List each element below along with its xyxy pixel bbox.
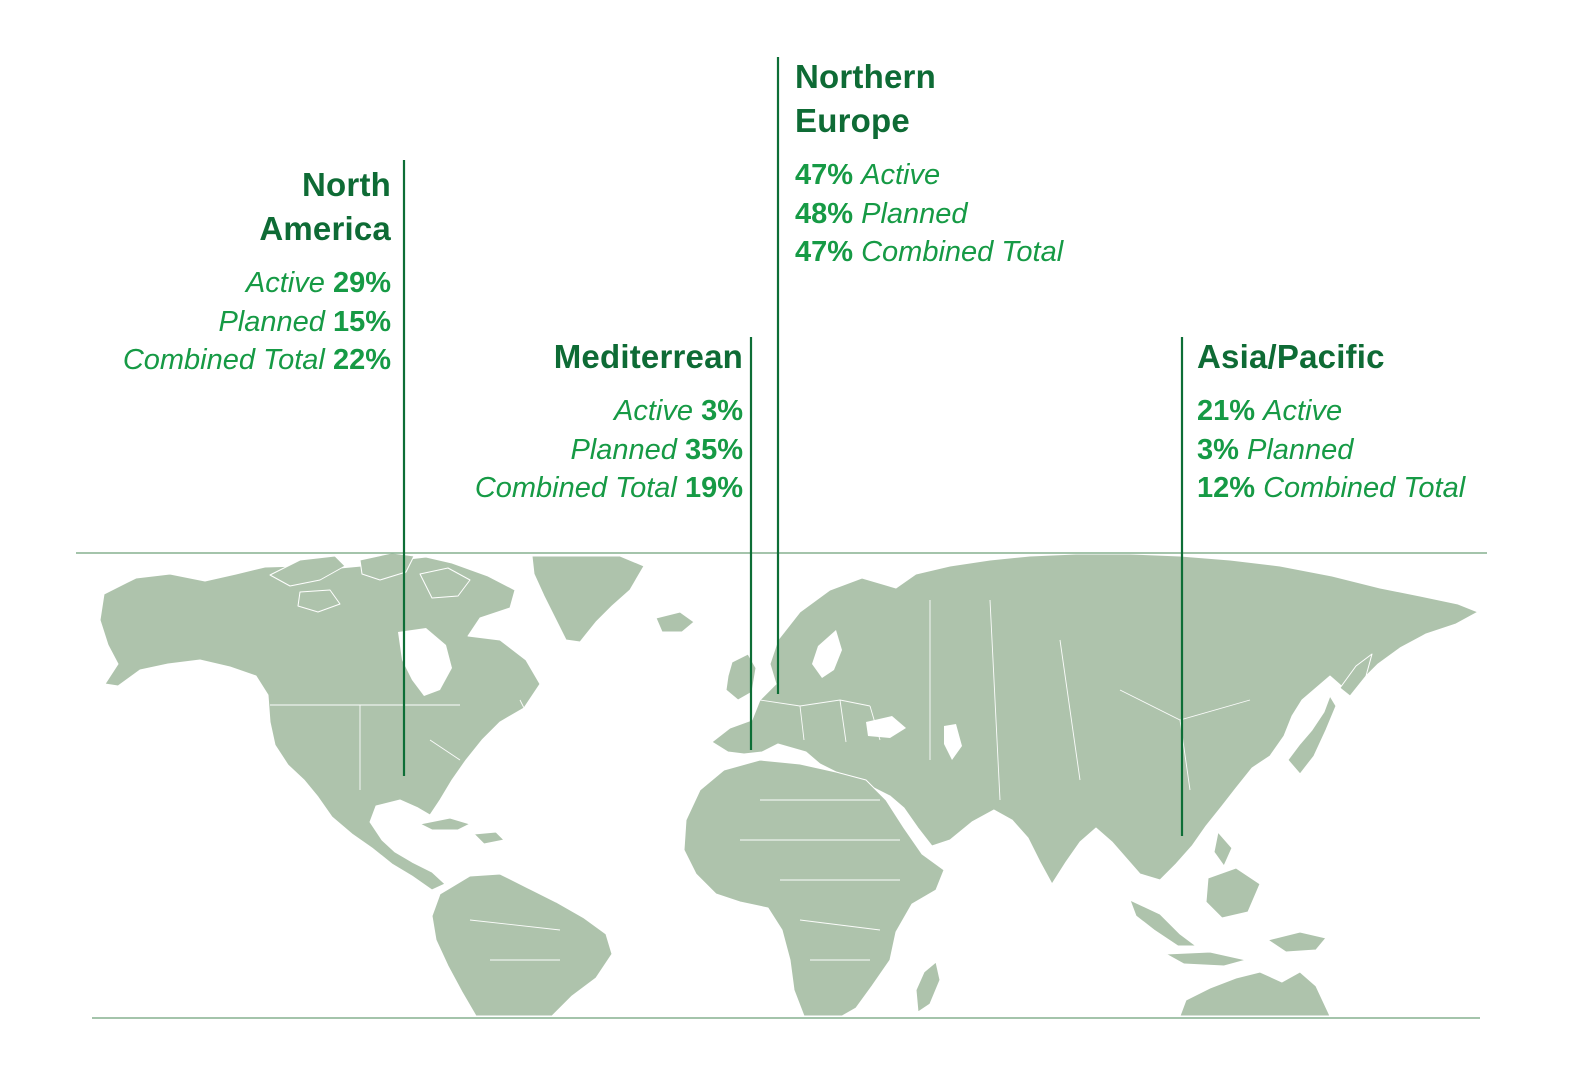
landmass-madagascar <box>915 961 941 1013</box>
stat-value: 47% <box>795 236 854 268</box>
landmass-kamchatka <box>1339 653 1373 697</box>
landmass-arctic-islands <box>269 552 471 613</box>
stat-value: 21% <box>1197 395 1256 427</box>
region-title: Mediterrean <box>475 335 743 379</box>
landmass-japan <box>1287 695 1337 775</box>
stat-row-active: Active 29% <box>123 264 391 303</box>
inland-seas <box>866 716 962 760</box>
country-borders <box>270 599 1251 961</box>
stat-row-combined-total: 47% Combined Total <box>795 233 1063 272</box>
stat-value: 19% <box>684 472 743 504</box>
stat-value: 48% <box>795 197 854 230</box>
callout-northern-europe: Northern Europe 47% Active 48% Planned 4… <box>795 55 1063 272</box>
stat-row-combined-total: Combined Total 19% <box>475 469 743 508</box>
region-title-line: North <box>302 166 391 203</box>
stat-value: 15% <box>332 305 391 338</box>
landmass-south-america <box>431 873 613 1017</box>
stat-label: Active <box>861 159 941 191</box>
region-title-line: Northern <box>795 58 936 95</box>
stat-label: Active <box>614 395 694 427</box>
landmass-eurasia <box>711 553 1479 885</box>
stat-row-planned: Planned 15% <box>123 303 391 342</box>
region-title-line: Asia/Pacific <box>1197 338 1385 375</box>
landmass-maritime-southeast-asia <box>1129 831 1327 967</box>
stat-row-combined-total: 12% Combined Total <box>1197 469 1465 508</box>
stat-value: 35% <box>684 433 743 466</box>
region-title-line: Europe <box>795 102 910 139</box>
region-title: Asia/Pacific <box>1197 335 1465 379</box>
stat-row-active: 21% Active <box>1197 392 1465 431</box>
region-title-line: America <box>259 210 391 247</box>
stat-label: Active <box>245 267 325 299</box>
stat-label: Planned <box>861 197 968 230</box>
stat-value: 12% <box>1197 472 1256 504</box>
stat-value: 29% <box>332 267 391 299</box>
region-title-line: Mediterrean <box>553 338 743 375</box>
stat-label: Combined Total <box>122 344 325 376</box>
landmass-iceland <box>655 611 695 633</box>
stat-value: 22% <box>332 344 391 376</box>
callout-mediterrean: Mediterrean Active 3% Planned 35% Combin… <box>475 335 743 508</box>
callout-asia-pacific: Asia/Pacific 21% Active 3% Planned 12% C… <box>1197 335 1465 508</box>
stat-label: Active <box>1263 395 1343 427</box>
region-title: North America <box>123 163 391 251</box>
stat-row-active: Active 3% <box>475 392 743 431</box>
baltic-sea <box>812 630 842 678</box>
landmass-africa <box>683 759 945 1017</box>
stat-label: Combined Total <box>1263 472 1466 504</box>
stat-label: Planned <box>218 305 325 338</box>
stat-label: Combined Total <box>861 236 1064 268</box>
hudson-bay <box>398 628 452 696</box>
region-title: Northern Europe <box>795 55 1063 143</box>
stat-value: 3% <box>1197 433 1239 466</box>
landmass-australia <box>1179 971 1331 1017</box>
stat-row-planned: Planned 35% <box>475 431 743 470</box>
stat-label: Planned <box>1246 433 1354 466</box>
stat-label: Planned <box>570 433 677 466</box>
callout-north-america: North America Active 29% Planned 15% Com… <box>123 163 391 380</box>
stat-value: 3% <box>701 395 743 427</box>
landmass-greenland <box>531 555 645 643</box>
landmass-british-isles <box>725 653 757 701</box>
stat-row-combined-total: Combined Total 22% <box>123 341 391 380</box>
stat-row-planned: 48% Planned <box>795 195 1063 234</box>
landmass-caribbean <box>419 817 505 845</box>
stat-row-planned: 3% Planned <box>1197 431 1465 470</box>
stat-label: Combined Total <box>474 472 677 504</box>
stat-value: 47% <box>795 159 854 191</box>
stat-row-active: 47% Active <box>795 156 1063 195</box>
